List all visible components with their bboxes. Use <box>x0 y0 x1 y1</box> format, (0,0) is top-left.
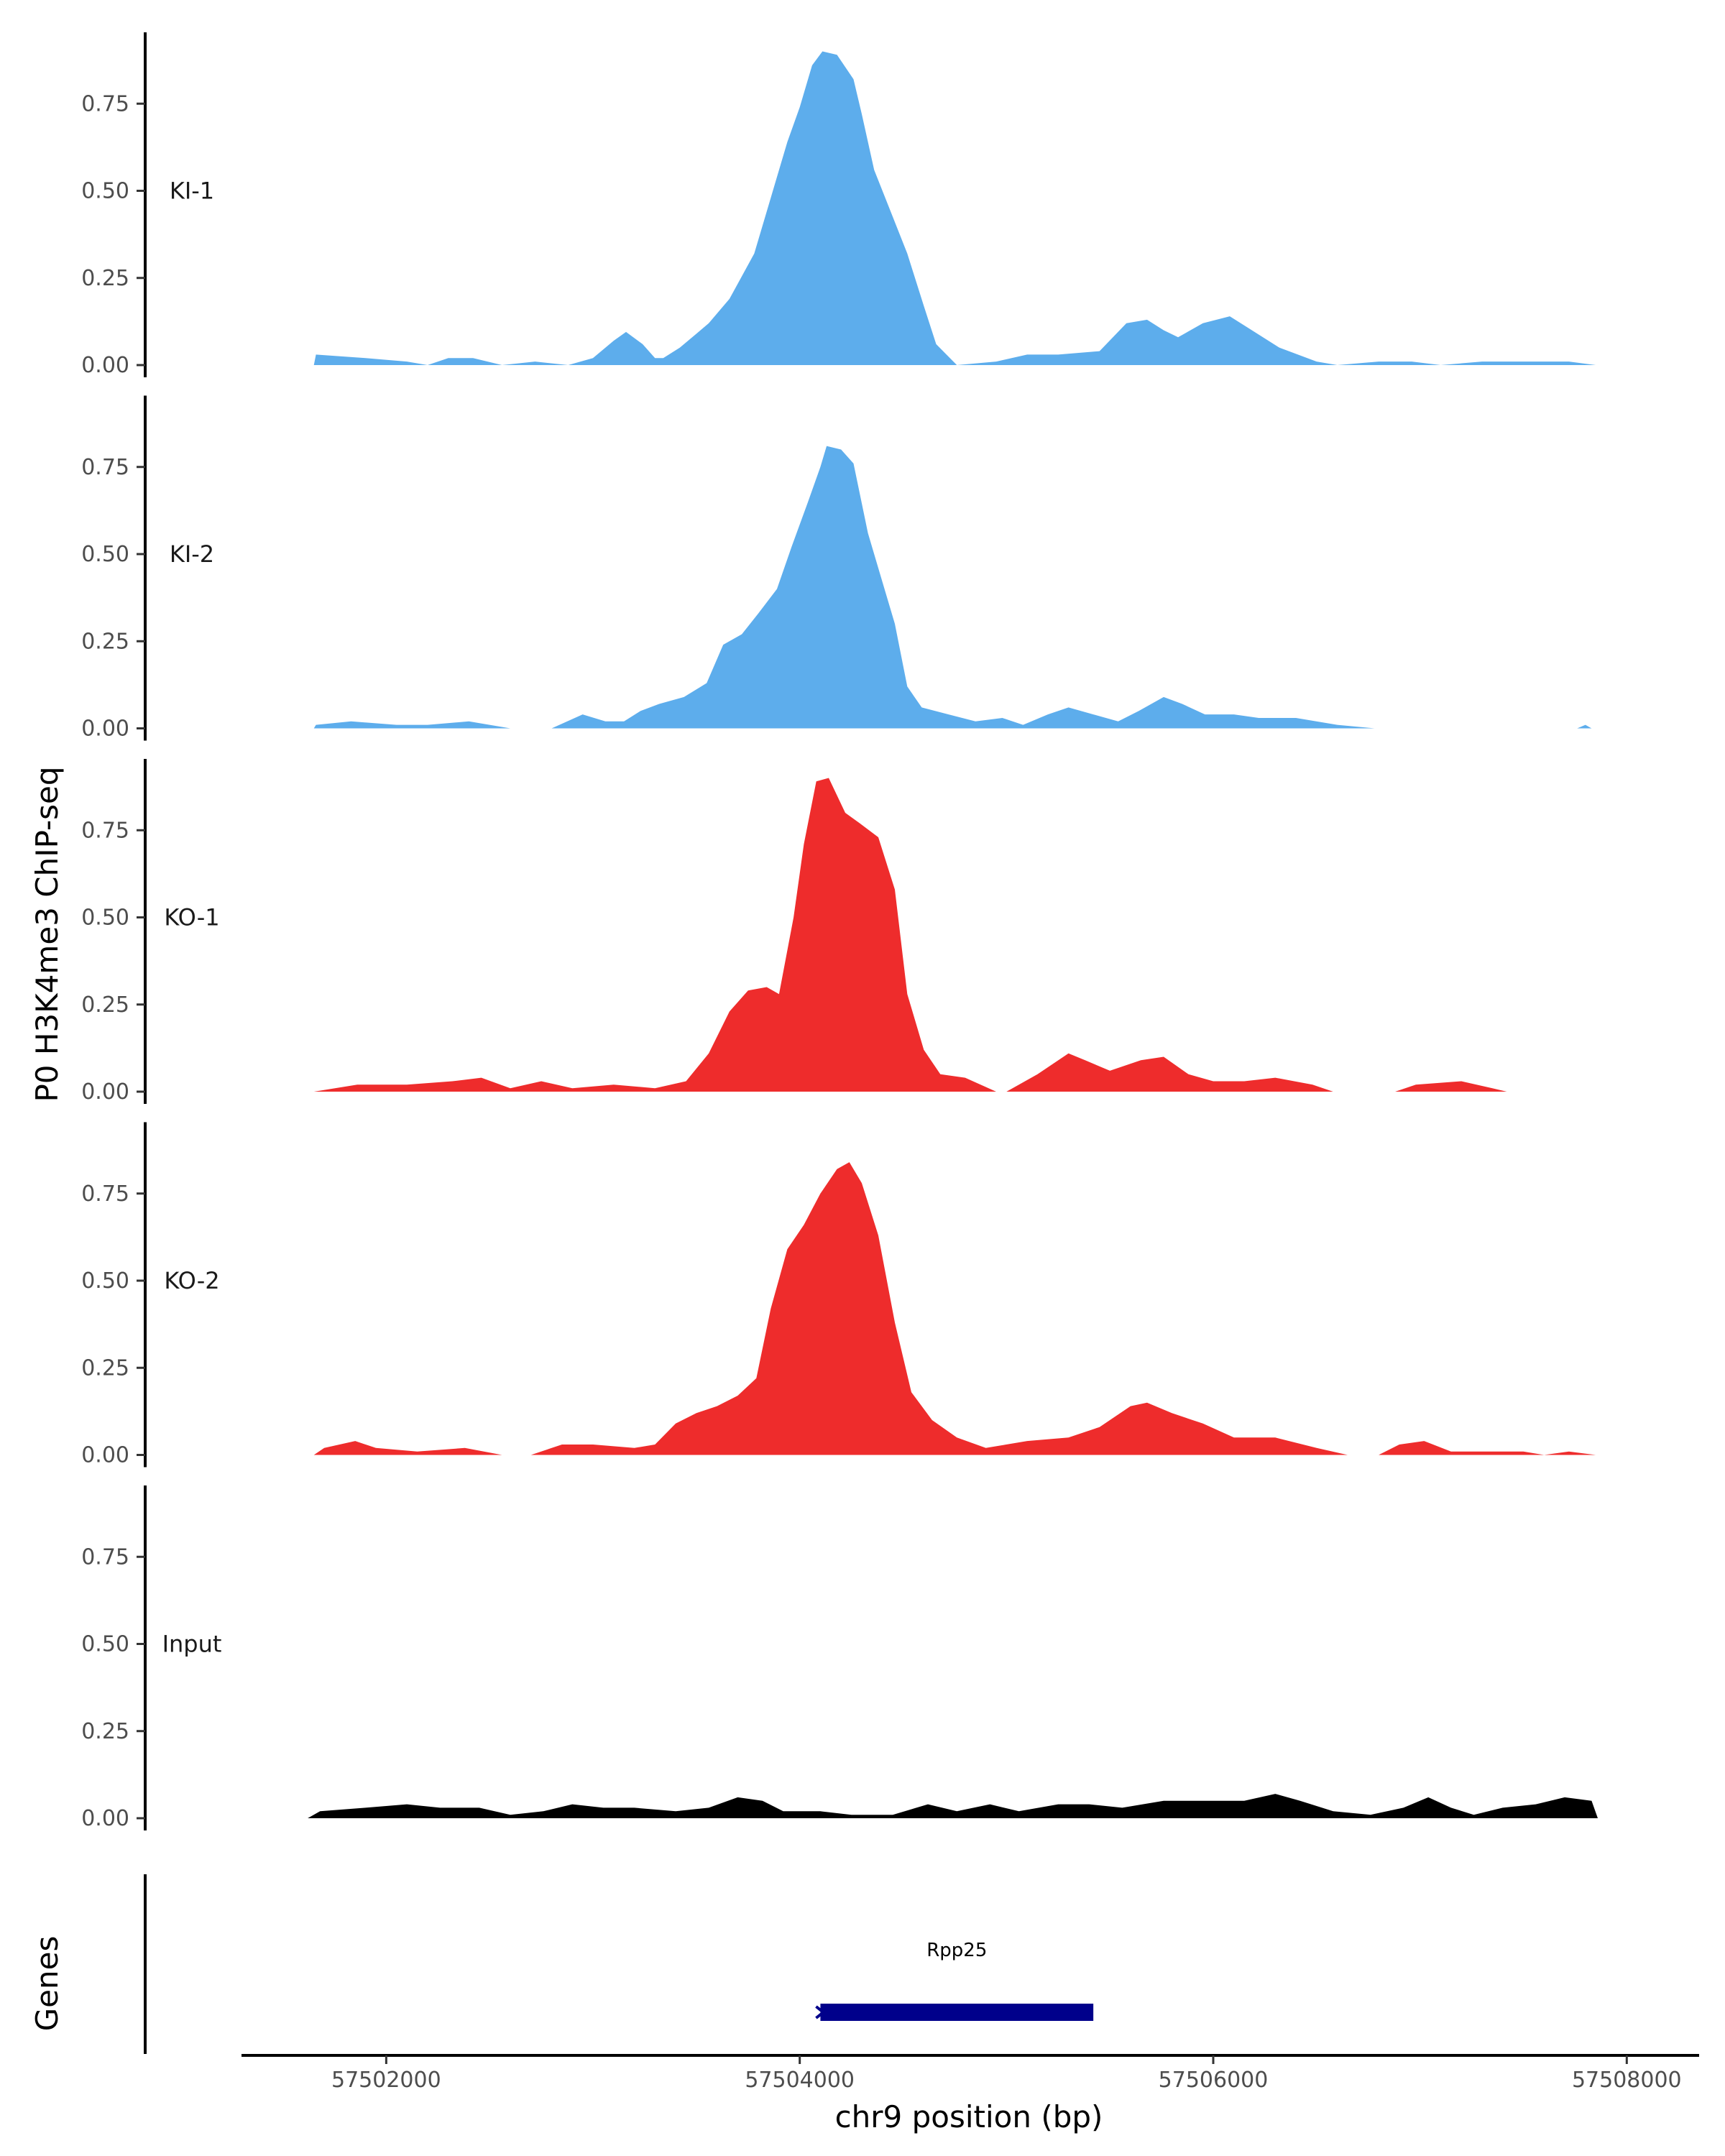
strand-arrow <box>815 2005 826 2019</box>
x-axis: 57502000 57504000 57506000 57508000 <box>242 2054 1699 2093</box>
y-tick-label: 0.75 <box>81 455 129 480</box>
coverage-area-ko-1 <box>313 778 1507 1092</box>
y-tick-label: 0.00 <box>81 717 129 742</box>
track-ko-2: 0.00 0.25 0.50 0.75 KO-2 <box>81 1122 1596 1468</box>
coverage-area-ki-1 <box>313 51 1596 365</box>
y-tick-label: 0.50 <box>81 906 129 931</box>
track-label-ki-2: KI-2 <box>170 540 214 568</box>
x-tick-label: 57502000 <box>331 2068 441 2093</box>
y-tick-label: 0.50 <box>81 1632 129 1657</box>
y-tick-label: 0.00 <box>81 353 129 378</box>
x-tick-label: 57506000 <box>1159 2068 1269 2093</box>
y-tick-label: 0.75 <box>81 818 129 843</box>
y-tick-label: 0.00 <box>81 1806 129 1831</box>
track-label-ki-1: KI-1 <box>170 178 214 205</box>
y-tick-label: 0.75 <box>81 1181 129 1207</box>
y-tick-label: 0.50 <box>81 542 129 567</box>
y-tick-label: 0.50 <box>81 1268 129 1294</box>
track-label-ko-1: KO-1 <box>164 904 219 931</box>
track-ki-1: 0.00 0.25 0.50 0.75 KI-1 <box>81 32 1596 378</box>
y-tick-label: 0.75 <box>81 1544 129 1570</box>
x-axis-title: chr9 position (bp) <box>835 2099 1103 2134</box>
x-tick-label: 57504000 <box>745 2068 855 2093</box>
y-tick-label: 0.25 <box>81 629 129 654</box>
y-tick-label: 0.25 <box>81 1719 129 1744</box>
gene-body <box>820 2004 1094 2021</box>
track-ko-1: 0.00 0.25 0.50 0.75 KO-1 <box>81 759 1507 1105</box>
track-input: 0.00 0.25 0.50 0.75 Input <box>81 1485 1598 1831</box>
y-tick-label: 0.75 <box>81 91 129 116</box>
coverage-area-ko-2 <box>313 1162 1596 1455</box>
y-tick-label: 0.00 <box>81 1079 129 1105</box>
y-tick-label: 0.25 <box>81 266 129 291</box>
y-tick-label: 0.50 <box>81 179 129 204</box>
y-tick-label: 0.25 <box>81 992 129 1018</box>
y-axis-title: P0 H3K4me3 ChIP-seq <box>29 766 65 1102</box>
coverage-area-input <box>308 1794 1598 1818</box>
track-ki-2: 0.00 0.25 0.50 0.75 KI-2 <box>81 395 1592 742</box>
coverage-area-ki-2 <box>313 446 1592 729</box>
y-tick-label: 0.00 <box>81 1443 129 1468</box>
y-tick-label: 0.25 <box>81 1355 129 1381</box>
gene-rpp25: Rpp25 <box>815 1940 1094 2021</box>
x-tick-label: 57508000 <box>1572 2068 1682 2093</box>
gene-label: Rpp25 <box>926 1940 987 1961</box>
gene-track: Rpp25 <box>144 1874 1094 2054</box>
coverage-tracks: 0.00 0.25 0.50 0.75 KI-1 0.00 0.25 0.50 0.75 KI-2… <box>81 32 1598 1831</box>
genes-axis-title: Genes <box>29 1936 65 2032</box>
track-label-ko-2: KO-2 <box>164 1267 219 1294</box>
track-label-input: Input <box>162 1631 222 1658</box>
